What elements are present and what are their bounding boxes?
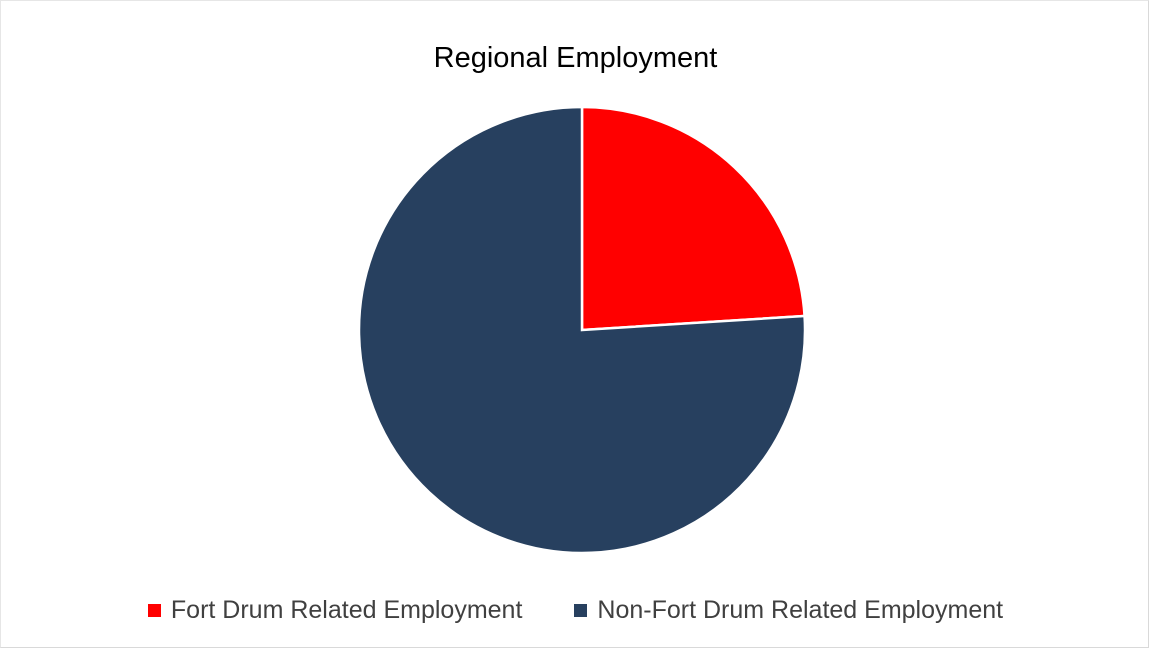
legend-swatch-non-fort-drum: [574, 603, 588, 617]
pie-slice-non-fort-drum: [357, 105, 807, 555]
pie-slices: [357, 105, 807, 555]
legend-label-fort-drum: Fort Drum Related Employment: [170, 596, 523, 624]
chart-title: Regional Employment: [433, 42, 718, 74]
legend-item-non-fort-drum: Non-Fort Drum Related Employment: [574, 592, 1003, 628]
legend: Fort Drum Related Employment Non-Fort Dr…: [0, 592, 1151, 628]
pie-slice-fort-drum: [580, 105, 806, 332]
legend-item-fort-drum: Fort Drum Related Employment: [147, 592, 523, 628]
legend-label-non-fort-drum: Non-Fort Drum Related Employment: [597, 596, 1004, 624]
legend-swatch-fort-drum: [147, 603, 161, 617]
